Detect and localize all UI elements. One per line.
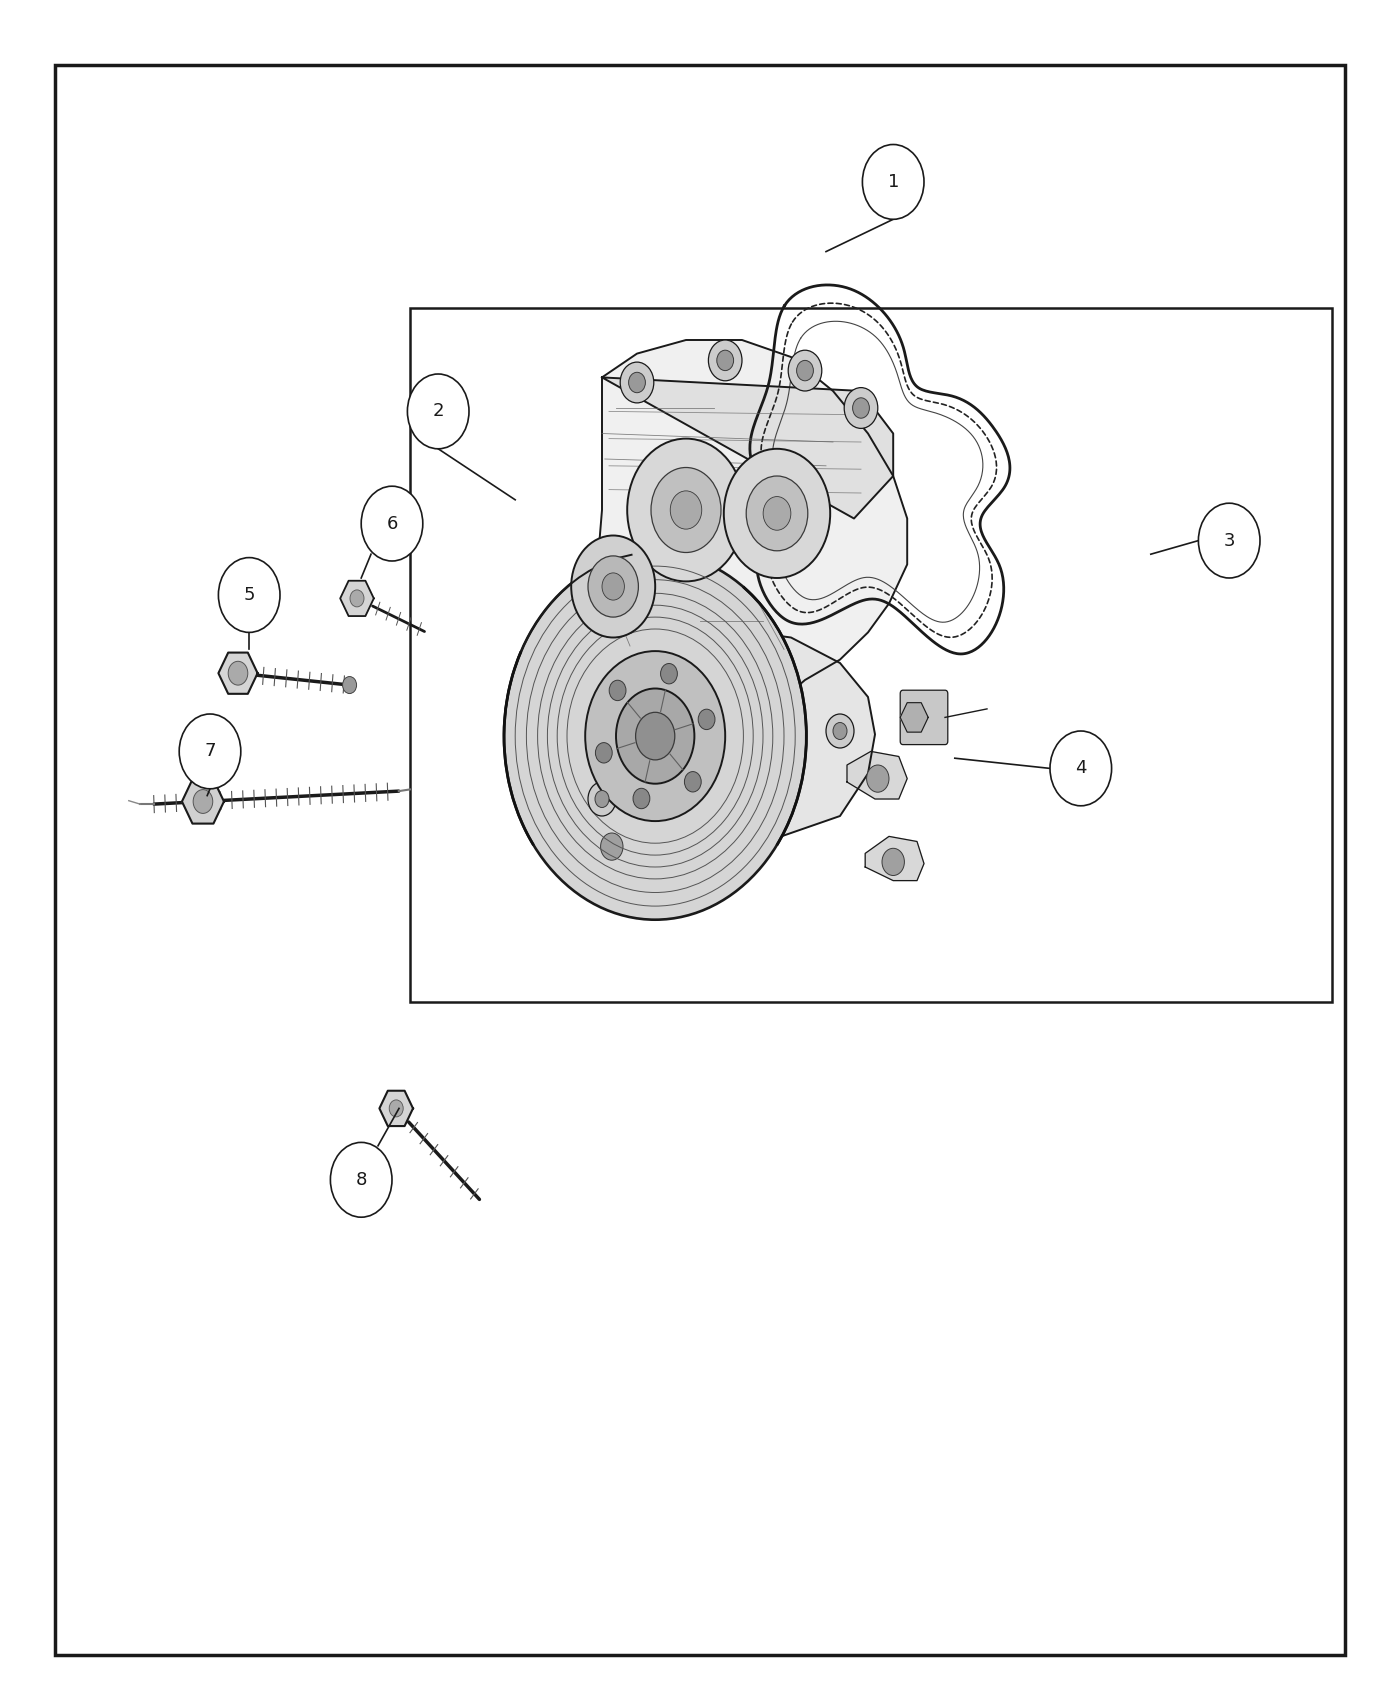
- Circle shape: [179, 714, 241, 789]
- Circle shape: [763, 496, 791, 530]
- Text: 8: 8: [356, 1171, 367, 1188]
- Circle shape: [218, 558, 280, 632]
- Circle shape: [601, 833, 623, 860]
- Circle shape: [407, 374, 469, 449]
- Circle shape: [588, 782, 616, 816]
- Circle shape: [389, 1100, 403, 1117]
- Circle shape: [361, 486, 423, 561]
- Polygon shape: [581, 826, 641, 867]
- Circle shape: [627, 439, 745, 581]
- Text: 1: 1: [888, 173, 899, 190]
- Circle shape: [330, 1142, 392, 1217]
- Circle shape: [595, 743, 612, 763]
- Text: 3: 3: [1224, 532, 1235, 549]
- Text: 2: 2: [433, 403, 444, 420]
- Polygon shape: [577, 340, 907, 842]
- Polygon shape: [577, 629, 875, 840]
- Polygon shape: [900, 702, 928, 733]
- Text: 4: 4: [1075, 760, 1086, 777]
- Circle shape: [636, 712, 675, 760]
- Circle shape: [867, 765, 889, 792]
- Polygon shape: [379, 1091, 413, 1125]
- Circle shape: [797, 360, 813, 381]
- Text: 6: 6: [386, 515, 398, 532]
- Polygon shape: [847, 751, 907, 799]
- FancyBboxPatch shape: [410, 308, 1331, 1001]
- Polygon shape: [218, 653, 258, 694]
- Circle shape: [350, 590, 364, 607]
- Circle shape: [343, 677, 357, 694]
- Circle shape: [595, 790, 609, 807]
- Circle shape: [661, 663, 678, 683]
- Circle shape: [826, 714, 854, 748]
- Circle shape: [844, 388, 878, 428]
- Circle shape: [588, 556, 638, 617]
- Circle shape: [724, 449, 830, 578]
- Circle shape: [717, 350, 734, 371]
- Circle shape: [685, 772, 701, 792]
- Circle shape: [651, 468, 721, 552]
- Circle shape: [616, 688, 694, 784]
- Circle shape: [833, 722, 847, 740]
- Circle shape: [708, 340, 742, 381]
- Polygon shape: [602, 377, 893, 518]
- Circle shape: [1050, 731, 1112, 806]
- Circle shape: [699, 709, 715, 729]
- Circle shape: [602, 573, 624, 600]
- Circle shape: [633, 789, 650, 809]
- Circle shape: [853, 398, 869, 418]
- Circle shape: [585, 651, 725, 821]
- Circle shape: [193, 789, 213, 813]
- Polygon shape: [182, 779, 224, 823]
- Circle shape: [746, 476, 808, 551]
- Circle shape: [504, 552, 806, 920]
- Circle shape: [629, 372, 645, 393]
- Circle shape: [620, 362, 654, 403]
- Circle shape: [862, 144, 924, 219]
- Circle shape: [882, 848, 904, 876]
- Text: 5: 5: [244, 586, 255, 604]
- Circle shape: [571, 536, 655, 638]
- Polygon shape: [340, 581, 374, 615]
- Polygon shape: [865, 836, 924, 881]
- Circle shape: [671, 491, 701, 529]
- Text: 7: 7: [204, 743, 216, 760]
- Circle shape: [1198, 503, 1260, 578]
- Circle shape: [788, 350, 822, 391]
- Circle shape: [609, 680, 626, 700]
- FancyBboxPatch shape: [55, 65, 1345, 1656]
- FancyBboxPatch shape: [900, 690, 948, 745]
- Circle shape: [228, 661, 248, 685]
